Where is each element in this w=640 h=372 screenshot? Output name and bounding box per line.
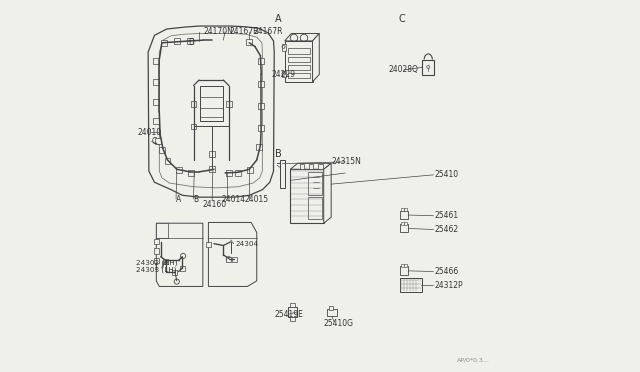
Text: 24315N: 24315N: [331, 157, 361, 166]
Bar: [209, 166, 215, 172]
Bar: [289, 307, 296, 317]
Bar: [174, 38, 180, 44]
Bar: [232, 257, 237, 262]
Text: C: C: [152, 137, 157, 146]
Text: 24167R: 24167R: [253, 27, 282, 36]
Polygon shape: [318, 164, 323, 169]
Bar: [191, 124, 196, 129]
Polygon shape: [156, 223, 168, 238]
Text: 25462: 25462: [435, 225, 459, 234]
Bar: [291, 169, 324, 223]
Bar: [404, 264, 406, 267]
Bar: [401, 208, 404, 211]
Polygon shape: [309, 164, 314, 169]
Bar: [259, 125, 264, 131]
Bar: [400, 224, 408, 232]
Bar: [226, 101, 232, 107]
Text: 25410: 25410: [435, 170, 459, 179]
Text: 24015: 24015: [245, 195, 269, 203]
Bar: [235, 170, 241, 176]
Polygon shape: [324, 163, 331, 223]
Bar: [255, 144, 262, 150]
Text: AP/0*0.3...: AP/0*0.3...: [457, 357, 490, 363]
Text: 25410G: 25410G: [324, 319, 354, 328]
Bar: [329, 306, 333, 310]
Bar: [187, 38, 193, 44]
Bar: [154, 239, 159, 244]
Text: 24014: 24014: [221, 195, 245, 203]
Bar: [180, 266, 185, 271]
Text: 25461: 25461: [435, 211, 459, 220]
Bar: [226, 170, 232, 176]
Bar: [308, 197, 322, 219]
Bar: [328, 309, 337, 316]
Bar: [154, 118, 159, 124]
Bar: [287, 73, 310, 78]
Bar: [154, 248, 159, 254]
Bar: [259, 58, 264, 64]
Bar: [404, 222, 406, 225]
Polygon shape: [300, 164, 304, 169]
Text: 25466: 25466: [435, 267, 459, 276]
Text: 24312P: 24312P: [435, 281, 463, 290]
Polygon shape: [291, 163, 331, 169]
Text: A: A: [175, 195, 181, 203]
Bar: [227, 257, 232, 262]
Bar: [154, 58, 159, 64]
Text: 24304: 24304: [235, 241, 259, 247]
Bar: [259, 103, 264, 109]
Bar: [209, 151, 215, 157]
Bar: [164, 158, 170, 164]
Bar: [206, 242, 211, 247]
Bar: [200, 86, 223, 121]
Text: 24160: 24160: [203, 200, 227, 209]
Bar: [175, 167, 182, 173]
Polygon shape: [285, 33, 319, 41]
Bar: [154, 99, 159, 105]
Text: B: B: [275, 150, 282, 159]
Text: 24229: 24229: [271, 70, 296, 79]
Text: 24167B: 24167B: [230, 27, 259, 36]
Bar: [285, 41, 312, 82]
Text: 24010: 24010: [138, 128, 162, 137]
Text: C: C: [398, 15, 405, 24]
Bar: [159, 147, 165, 153]
Bar: [172, 270, 177, 275]
Bar: [280, 160, 285, 188]
Text: 25419E: 25419E: [275, 310, 303, 319]
Bar: [290, 303, 295, 307]
Bar: [400, 278, 422, 292]
Text: 24302 (RH): 24302 (RH): [136, 259, 177, 266]
Bar: [287, 48, 310, 54]
Bar: [191, 101, 196, 107]
Bar: [247, 167, 253, 173]
Bar: [282, 71, 286, 77]
Bar: [154, 79, 159, 85]
Bar: [282, 44, 286, 51]
Bar: [188, 170, 193, 176]
Text: D: D: [188, 38, 194, 47]
Bar: [422, 60, 434, 75]
Text: B: B: [193, 195, 198, 203]
Bar: [287, 57, 310, 62]
Bar: [308, 172, 322, 195]
Bar: [246, 39, 252, 45]
Bar: [156, 138, 161, 144]
Bar: [290, 317, 295, 321]
Text: 24170N: 24170N: [204, 27, 234, 36]
Bar: [401, 264, 404, 267]
Bar: [404, 208, 406, 211]
Bar: [287, 65, 310, 70]
Bar: [259, 81, 264, 87]
Text: A: A: [275, 15, 282, 24]
Bar: [401, 222, 404, 225]
Text: 24303 (LH): 24303 (LH): [136, 266, 177, 273]
Bar: [400, 211, 408, 219]
Text: 24028Q: 24028Q: [389, 65, 419, 74]
Bar: [400, 266, 408, 275]
Bar: [154, 258, 159, 263]
Polygon shape: [312, 33, 319, 82]
Bar: [163, 259, 168, 264]
Bar: [161, 40, 167, 46]
